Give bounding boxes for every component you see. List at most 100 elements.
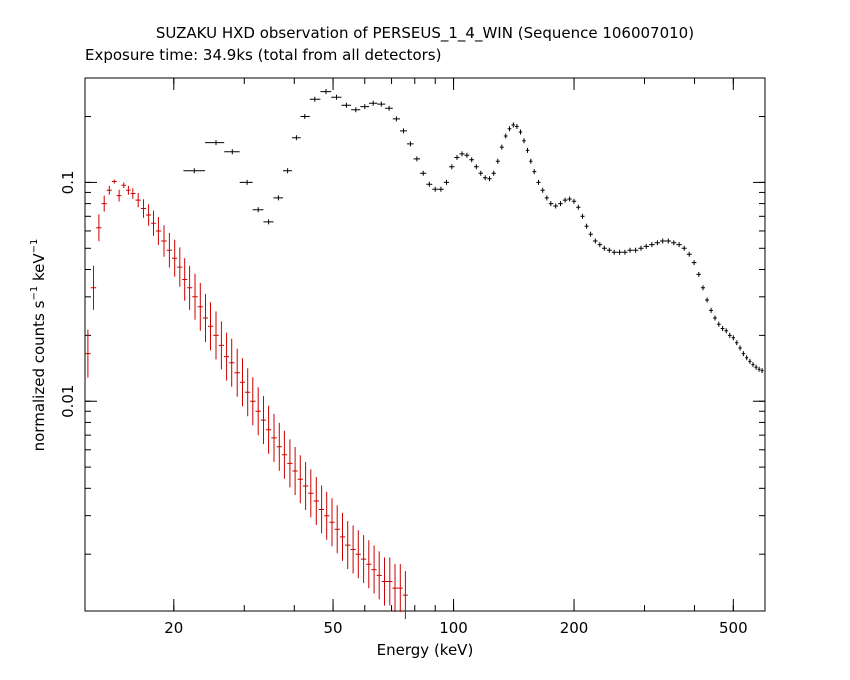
y-tick-label: 0.01 xyxy=(59,385,77,418)
data-point xyxy=(85,329,91,378)
data-point xyxy=(491,170,496,176)
data-point xyxy=(413,156,421,162)
data-point xyxy=(558,201,563,207)
data-point xyxy=(720,326,725,331)
y-axis-label: normalized counts s−1 keV−1 xyxy=(29,239,48,452)
data-point xyxy=(300,114,310,119)
data-point xyxy=(643,243,650,249)
data-point xyxy=(576,204,581,210)
series-0 xyxy=(85,179,408,620)
series-layer xyxy=(85,89,764,620)
data-point xyxy=(313,477,319,525)
data-point xyxy=(177,247,183,287)
x-axis: 20 50 100 200 500 xyxy=(164,78,766,637)
data-point xyxy=(239,358,246,407)
data-point xyxy=(329,498,335,547)
data-point xyxy=(660,238,666,244)
data-point xyxy=(297,455,303,504)
data-point xyxy=(369,100,378,106)
data-point xyxy=(273,195,283,201)
series-1 xyxy=(183,89,764,374)
data-point xyxy=(627,247,633,253)
data-point xyxy=(146,204,152,226)
data-point xyxy=(724,328,728,334)
data-point xyxy=(192,273,198,320)
data-point xyxy=(385,105,393,111)
data-point xyxy=(515,124,519,129)
x-tick-label: 200 xyxy=(560,619,589,637)
data-point xyxy=(616,249,623,255)
data-point xyxy=(540,187,545,193)
data-point xyxy=(205,140,225,146)
data-point xyxy=(696,271,701,277)
data-point xyxy=(320,89,332,95)
data-point xyxy=(121,182,127,189)
data-point xyxy=(263,219,274,225)
data-point xyxy=(197,282,203,331)
data-point xyxy=(602,245,607,251)
data-point xyxy=(716,321,721,327)
data-point xyxy=(245,368,251,417)
y-axis-label-exp-1: −1 xyxy=(29,286,40,301)
data-point xyxy=(665,238,671,244)
plot-frame xyxy=(84,77,766,612)
data-point xyxy=(532,169,537,175)
data-point xyxy=(224,332,230,381)
data-point xyxy=(276,422,282,471)
data-point xyxy=(469,157,474,163)
data-point xyxy=(420,170,427,176)
data-point xyxy=(324,491,330,540)
data-point xyxy=(518,129,523,135)
data-point xyxy=(172,239,178,277)
data-point xyxy=(208,302,214,351)
data-point xyxy=(483,175,488,181)
data-point xyxy=(487,176,492,182)
data-point xyxy=(407,141,414,147)
data-point xyxy=(588,231,593,237)
data-point xyxy=(402,571,408,620)
data-point xyxy=(183,168,206,174)
data-point xyxy=(250,377,256,426)
data-point xyxy=(213,311,219,360)
data-point xyxy=(341,102,352,108)
data-point xyxy=(741,351,746,357)
data-point xyxy=(503,133,508,139)
data-point xyxy=(511,122,516,128)
data-point xyxy=(308,469,314,518)
data-point xyxy=(161,225,167,257)
data-point xyxy=(234,348,240,397)
data-point xyxy=(649,242,655,248)
data-point xyxy=(459,151,465,157)
data-point xyxy=(252,207,264,213)
data-point xyxy=(334,505,340,554)
data-point xyxy=(166,232,172,268)
data-point xyxy=(495,158,500,164)
data-point xyxy=(397,564,403,613)
data-point xyxy=(345,521,351,570)
data-point xyxy=(182,258,188,301)
data-point xyxy=(377,101,386,107)
data-point xyxy=(271,413,277,462)
data-point xyxy=(754,364,758,370)
data-point xyxy=(738,345,742,351)
data-point xyxy=(705,297,710,303)
data-point xyxy=(464,152,470,158)
data-point xyxy=(580,213,585,219)
data-point xyxy=(355,530,361,579)
data-point xyxy=(745,355,749,361)
data-point xyxy=(691,260,697,266)
data-point xyxy=(606,247,612,253)
data-point xyxy=(632,247,639,253)
data-point xyxy=(638,245,644,251)
data-point xyxy=(106,185,112,195)
data-point xyxy=(302,462,309,510)
data-point xyxy=(202,294,208,342)
data-point xyxy=(751,362,755,368)
x-axis-label: Energy (keV) xyxy=(377,641,474,659)
data-point xyxy=(287,439,293,488)
data-point xyxy=(622,249,628,255)
x-tick-label: 50 xyxy=(324,619,343,637)
data-point xyxy=(709,307,713,313)
data-point xyxy=(584,223,589,229)
y-axis-label-base: normalized counts s xyxy=(30,300,48,451)
